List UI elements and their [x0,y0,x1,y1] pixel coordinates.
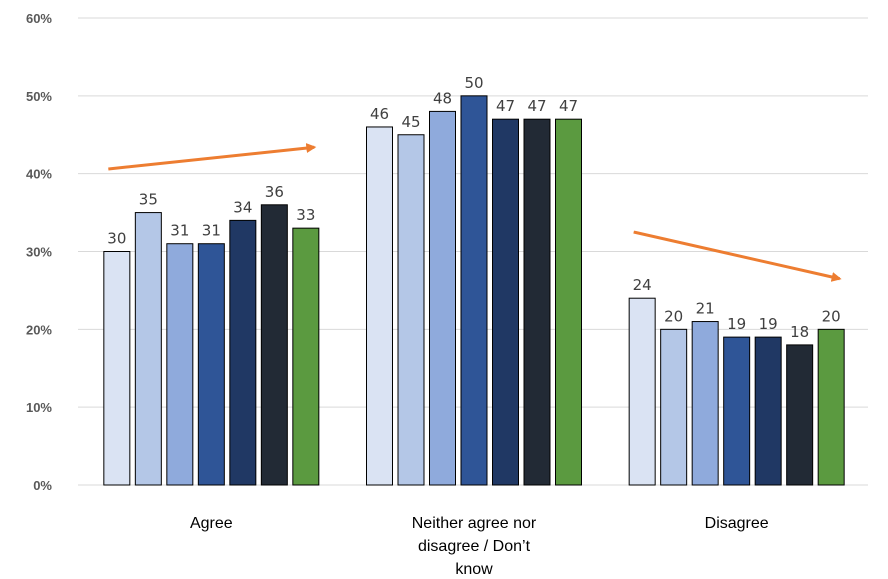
bar [786,344,814,486]
category-labels: Agree Neither agree nor disagree / Don’t kn… [190,515,769,578]
bars [103,95,845,486]
data-label: 47 [559,97,578,115]
data-label: 46 [370,105,389,123]
data-label: 36 [265,183,284,201]
bar [754,336,782,486]
bar [628,297,656,486]
data-label: 31 [202,222,221,240]
bar [197,243,225,486]
data-label: 35 [139,191,158,209]
bar [723,336,751,486]
data-label: 19 [759,315,778,333]
data-label: 21 [696,300,715,318]
y-tick-label: 20% [26,322,52,337]
category-label-line: know [455,561,493,578]
data-labels: 30 35 31 31 34 36 33 46 45 48 50 47 47 47 24 20 21 19 19 18… [107,74,840,341]
bar [292,227,320,486]
y-axis-ticks: 0% 10% 20% 30% 40% 50% 60% [26,11,52,493]
category-label: Disagree [705,515,769,532]
data-label: 24 [633,276,652,294]
bar [429,110,456,486]
data-label: 18 [790,323,809,341]
y-tick-label: 0% [33,478,52,493]
data-label: 50 [464,74,483,92]
y-tick-label: 10% [26,400,52,415]
bar [166,243,194,486]
bar [492,118,519,486]
trend-arrow-up [108,143,317,171]
bar [260,204,288,486]
y-tick-label: 30% [26,245,52,260]
bar [817,328,845,486]
data-label: 48 [433,89,452,107]
data-label: 20 [822,307,841,325]
category-label-line: Agree [190,515,233,532]
bar [660,328,688,486]
data-label: 33 [296,206,315,224]
bar [229,219,257,486]
data-label: 31 [170,222,189,240]
data-label: 34 [233,198,252,216]
data-label: 19 [727,315,746,333]
bar [555,118,582,486]
y-tick-label: 40% [26,167,52,182]
bar [523,118,551,486]
data-label: 45 [401,113,420,131]
trend-arrow-down [633,230,842,282]
y-tick-label: 60% [26,11,52,26]
data-label: 30 [107,230,126,248]
bar [103,251,131,486]
bar [134,212,162,486]
data-label: 20 [664,307,683,325]
category-label-line: disagree / Don’t [418,538,531,555]
bar [691,321,719,486]
category-label: Neither agree nor disagree / Don’t know [412,515,537,578]
bar [460,95,488,486]
data-label: 47 [496,97,515,115]
bar [397,134,425,486]
category-label-line: Disagree [705,515,769,532]
category-label-line: Neither agree nor [412,515,537,532]
trend-arrows [108,143,842,282]
data-label: 47 [527,97,546,115]
bar [366,126,393,486]
category-label: Agree [190,515,233,532]
y-tick-label: 50% [26,89,52,104]
